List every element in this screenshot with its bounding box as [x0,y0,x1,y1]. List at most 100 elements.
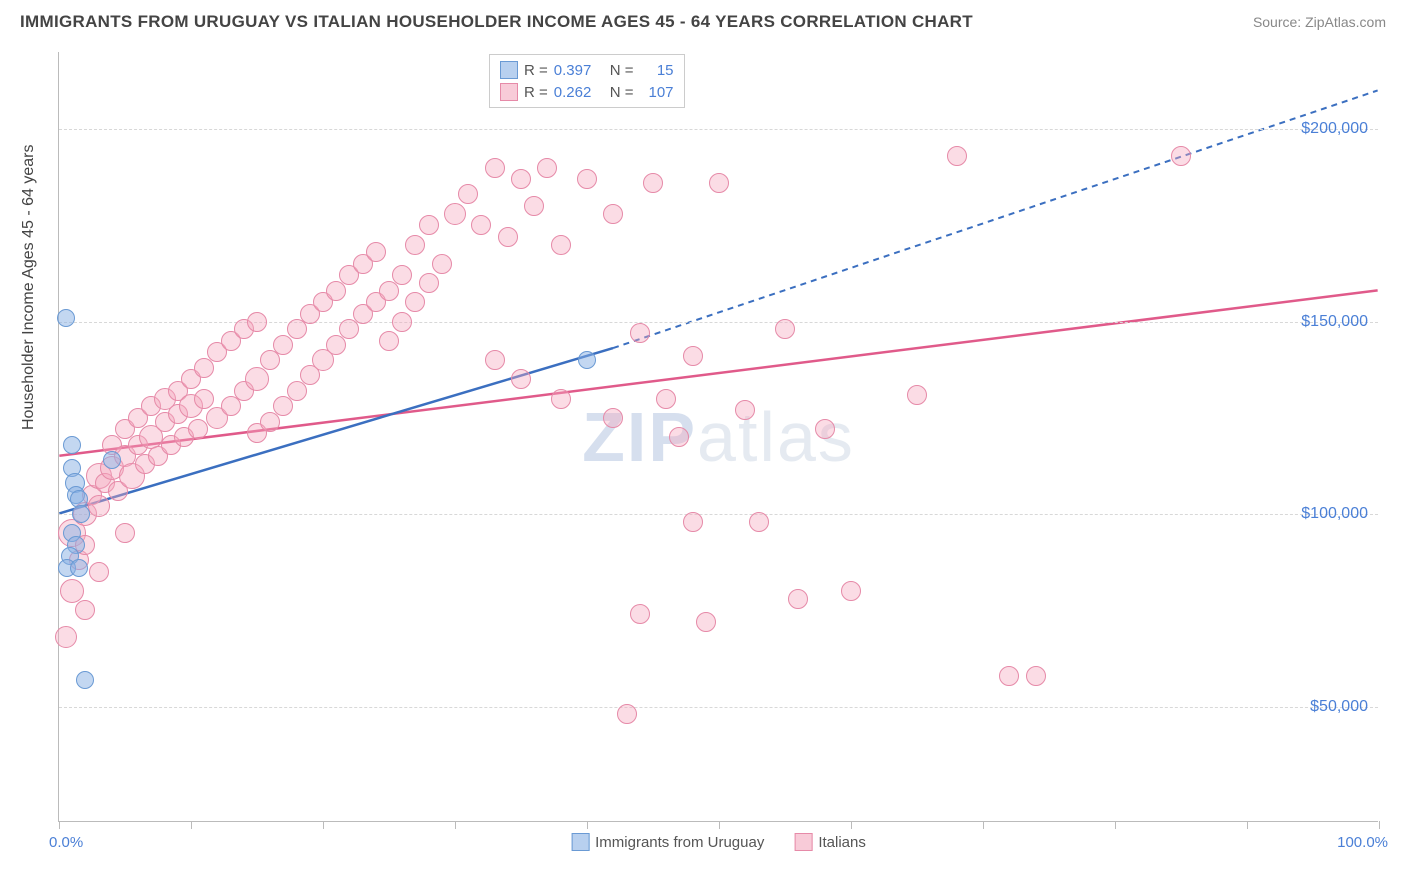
data-point [419,273,439,293]
data-point [188,419,208,439]
data-point [498,227,518,247]
data-point [683,346,703,366]
data-point [379,331,399,351]
data-point [458,184,478,204]
x-tick [587,821,588,829]
legend-n-value: 15 [640,62,674,79]
legend-r-label: R = [524,62,548,79]
gridline [59,514,1378,515]
data-point [709,173,729,193]
data-point [1171,146,1191,166]
data-point [551,235,571,255]
legend-swatch [571,833,589,851]
data-point [75,600,95,620]
data-point [735,400,755,420]
legend-row: R = 0.262 N = 107 [500,81,674,103]
data-point [1026,666,1046,686]
legend-label: Italians [818,834,866,851]
data-point [947,146,967,166]
data-point [89,562,109,582]
data-point [669,427,689,447]
data-point [551,389,571,409]
data-point [907,385,927,405]
data-point [630,323,650,343]
x-tick [851,821,852,829]
x-tick [983,821,984,829]
y-tick-label: $150,000 [1301,313,1368,331]
data-point [775,319,795,339]
data-point [366,242,386,262]
y-axis-title: Householder Income Ages 45 - 64 years [20,145,38,431]
legend-swatch [500,61,518,79]
gridline [59,707,1378,708]
legend-swatch [794,833,812,851]
x-tick [323,821,324,829]
data-point [405,292,425,312]
series-legend: Immigrants from Uruguay Italians [571,833,866,851]
data-point [485,350,505,370]
data-point [841,581,861,601]
data-point [419,215,439,235]
gridline [59,129,1378,130]
data-point [115,523,135,543]
data-point [60,579,84,603]
data-point [683,512,703,532]
legend-r-value: 0.262 [554,84,604,101]
x-tick [59,821,60,829]
x-tick [1247,821,1248,829]
data-point [247,312,267,332]
data-point [999,666,1019,686]
y-tick-label: $50,000 [1310,698,1368,716]
x-tick [191,821,192,829]
data-point [617,704,637,724]
data-point [630,604,650,624]
x-tick [719,821,720,829]
legend-label: Immigrants from Uruguay [595,834,764,851]
legend-item: Italians [794,833,866,851]
y-tick-label: $100,000 [1301,505,1368,523]
x-axis-max-label: 100.0% [1337,834,1388,851]
data-point [749,512,769,532]
chart-title: IMMIGRANTS FROM URUGUAY VS ITALIAN HOUSE… [20,12,973,32]
plot-area: ZIPatlas R = 0.397 N = 15 R = 0.262 N = … [58,52,1378,822]
legend-r-label: R = [524,84,548,101]
data-point [485,158,505,178]
legend-n-label: N = [610,62,634,79]
data-point [245,367,269,391]
data-point [603,204,623,224]
y-tick-label: $200,000 [1301,120,1368,138]
legend-swatch [500,83,518,101]
data-point [88,495,110,517]
x-tick [1379,821,1380,829]
data-point [392,265,412,285]
data-point [194,389,214,409]
source-text: Source: ZipAtlas.com [1253,14,1386,30]
data-point [63,436,81,454]
data-point [55,626,77,648]
legend-row: R = 0.397 N = 15 [500,59,674,81]
data-point [511,369,531,389]
data-point [643,173,663,193]
data-point [656,389,676,409]
data-point [511,169,531,189]
data-point [76,671,94,689]
data-point [524,196,544,216]
legend-n-label: N = [610,84,634,101]
correlation-legend: R = 0.397 N = 15 R = 0.262 N = 107 [489,54,685,108]
watermark: ZIPatlas [582,397,855,477]
data-point [788,589,808,609]
data-point [696,612,716,632]
data-point [577,169,597,189]
data-point [70,559,88,577]
data-point [537,158,557,178]
data-point [471,215,491,235]
data-point [444,203,466,225]
legend-n-value: 107 [640,84,674,101]
data-point [405,235,425,255]
data-point [578,351,596,369]
data-point [432,254,452,274]
data-point [72,505,90,523]
data-point [815,419,835,439]
data-point [57,309,75,327]
data-point [103,451,121,469]
